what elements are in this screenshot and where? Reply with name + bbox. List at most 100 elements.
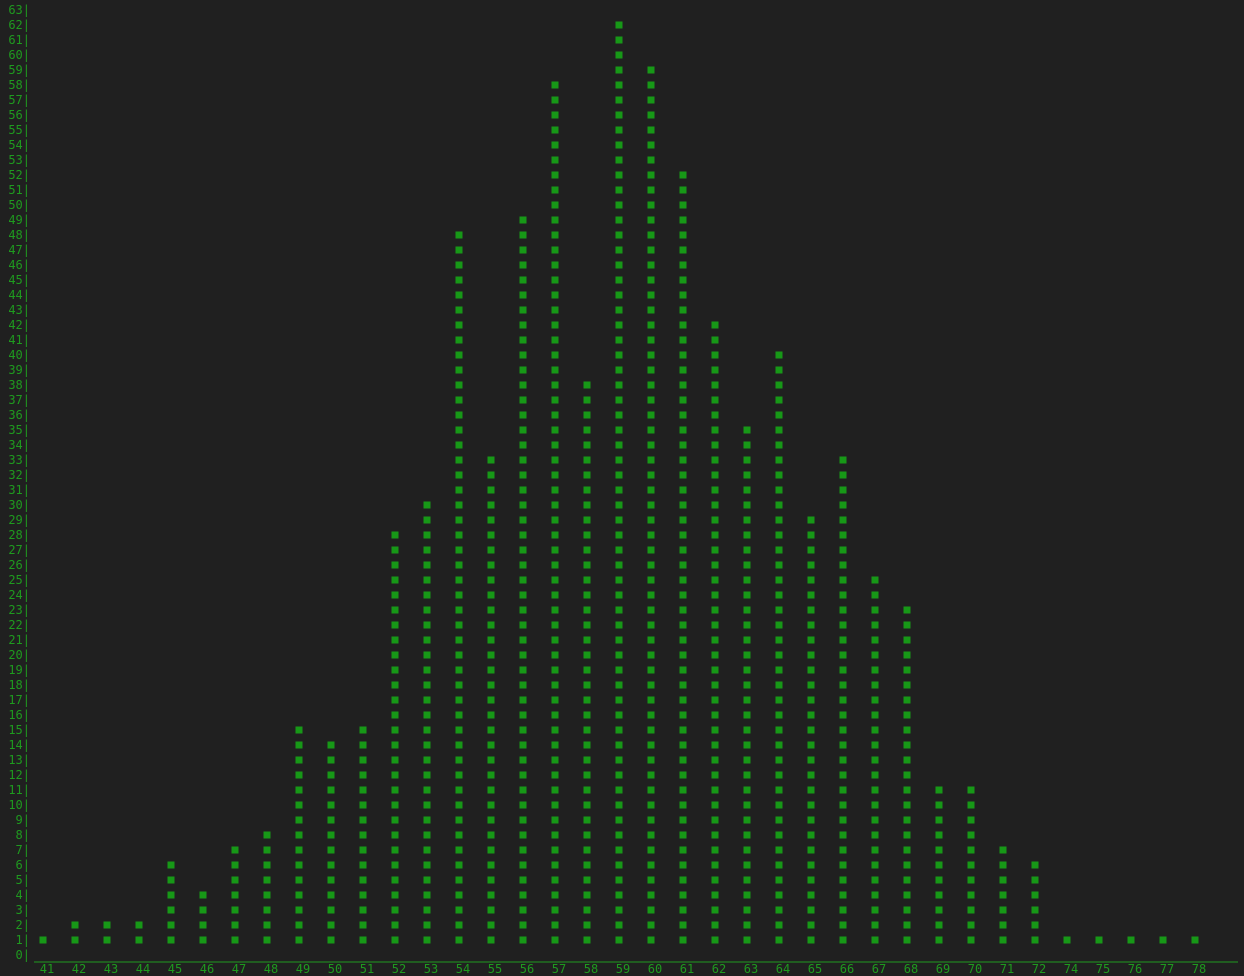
bar-unit-mark: [647, 276, 655, 284]
bar-unit-mark: [775, 921, 783, 929]
bar-unit-mark: [519, 246, 527, 254]
bar-unit-mark: [391, 936, 399, 944]
bar-unit-mark: [327, 771, 335, 779]
bar-column-52: [391, 531, 399, 944]
bar-unit-mark: [455, 891, 463, 899]
bar-unit-mark: [583, 651, 591, 659]
y-tick-label: 53|: [8, 153, 30, 167]
bar-unit-mark: [647, 261, 655, 269]
bar-unit-mark: [423, 936, 431, 944]
bar-unit-mark: [935, 876, 943, 884]
bar-unit-mark: [487, 591, 495, 599]
bar-unit-mark: [391, 801, 399, 809]
bar-unit-mark: [423, 786, 431, 794]
bar-unit-mark: [871, 651, 879, 659]
bar-unit-mark: [423, 651, 431, 659]
y-tick-label: 42|: [8, 318, 30, 332]
bar-unit-mark: [871, 681, 879, 689]
bar-column-53: [423, 501, 431, 944]
bar-unit-mark: [551, 771, 559, 779]
bar-unit-mark: [423, 666, 431, 674]
bar-unit-mark: [679, 786, 687, 794]
bar-unit-mark: [647, 231, 655, 239]
bar-unit-mark: [647, 156, 655, 164]
bar-unit-mark: [615, 21, 623, 29]
bar-unit-mark: [967, 906, 975, 914]
y-tick-label: 0|: [16, 948, 30, 962]
bar-unit-mark: [615, 531, 623, 539]
bar-unit-mark: [519, 216, 527, 224]
bar-unit-mark: [839, 666, 847, 674]
bar-unit-mark: [775, 546, 783, 554]
bar-unit-mark: [807, 741, 815, 749]
bar-unit-mark: [487, 921, 495, 929]
y-tick-label: 58|: [8, 78, 30, 92]
bar-unit-mark: [615, 606, 623, 614]
bar-unit-mark: [743, 891, 751, 899]
bar-unit-mark: [871, 921, 879, 929]
bar-unit-mark: [551, 96, 559, 104]
bar-unit-mark: [647, 381, 655, 389]
bar-unit-mark: [807, 801, 815, 809]
bar-unit-mark: [551, 486, 559, 494]
bar-unit-mark: [839, 621, 847, 629]
bar-unit-mark: [903, 831, 911, 839]
x-tick-label: 47: [232, 962, 246, 976]
y-tick-label: 15|: [8, 723, 30, 737]
bar-unit-mark: [647, 681, 655, 689]
y-tick-label: 50|: [8, 198, 30, 212]
bar-unit-mark: [871, 591, 879, 599]
bar-unit-mark: [423, 591, 431, 599]
bar-column-56: [519, 216, 527, 944]
bar-unit-mark: [999, 906, 1007, 914]
bar-unit-mark: [743, 906, 751, 914]
bar-unit-mark: [519, 891, 527, 899]
bar-unit-mark: [711, 711, 719, 719]
bar-unit-mark: [199, 891, 207, 899]
bar-unit-mark: [487, 681, 495, 689]
bar-unit-mark: [711, 876, 719, 884]
bar-unit-mark: [807, 786, 815, 794]
bar-unit-mark: [647, 561, 655, 569]
y-tick-label: 9|: [16, 813, 30, 827]
bar-unit-mark: [807, 546, 815, 554]
bar-unit-mark: [487, 501, 495, 509]
bar-unit-mark: [391, 576, 399, 584]
y-tick-label: 46|: [8, 258, 30, 272]
bar-unit-mark: [231, 846, 239, 854]
bar-unit-mark: [743, 531, 751, 539]
bar-unit-mark: [807, 606, 815, 614]
bar-unit-mark: [455, 576, 463, 584]
y-tick-label: 27|: [8, 543, 30, 557]
bar-unit-mark: [519, 291, 527, 299]
bar-unit-mark: [711, 801, 719, 809]
bar-unit-mark: [455, 261, 463, 269]
x-axis: 41 42 43 44 45 46 47 48 49 50 51 52 53 54 55 56 57 58 59 60…: [34, 961, 1238, 976]
bar-unit-mark: [519, 846, 527, 854]
bar-unit-mark: [775, 861, 783, 869]
bar-unit-mark: [615, 846, 623, 854]
bar-unit-mark: [359, 801, 367, 809]
bar-unit-mark: [423, 801, 431, 809]
bar-unit-mark: [199, 921, 207, 929]
bar-unit-mark: [615, 501, 623, 509]
bar-unit-mark: [647, 246, 655, 254]
bar-unit-mark: [615, 126, 623, 134]
bar-unit-mark: [551, 306, 559, 314]
bar-unit-mark: [551, 831, 559, 839]
bar-unit-mark: [519, 456, 527, 464]
bar-unit-mark: [487, 816, 495, 824]
bar-unit-mark: [455, 606, 463, 614]
bar-unit-mark: [391, 906, 399, 914]
bar-unit-mark: [807, 816, 815, 824]
bar-unit-mark: [455, 786, 463, 794]
bar-unit-mark: [743, 936, 751, 944]
bar-unit-mark: [775, 561, 783, 569]
bar-unit-mark: [711, 456, 719, 464]
bar-unit-mark: [775, 651, 783, 659]
bar-unit-mark: [807, 711, 815, 719]
bar-unit-mark: [647, 636, 655, 644]
bar-unit-mark: [455, 651, 463, 659]
bar-column-61: [679, 171, 687, 944]
bar-unit-mark: [743, 786, 751, 794]
